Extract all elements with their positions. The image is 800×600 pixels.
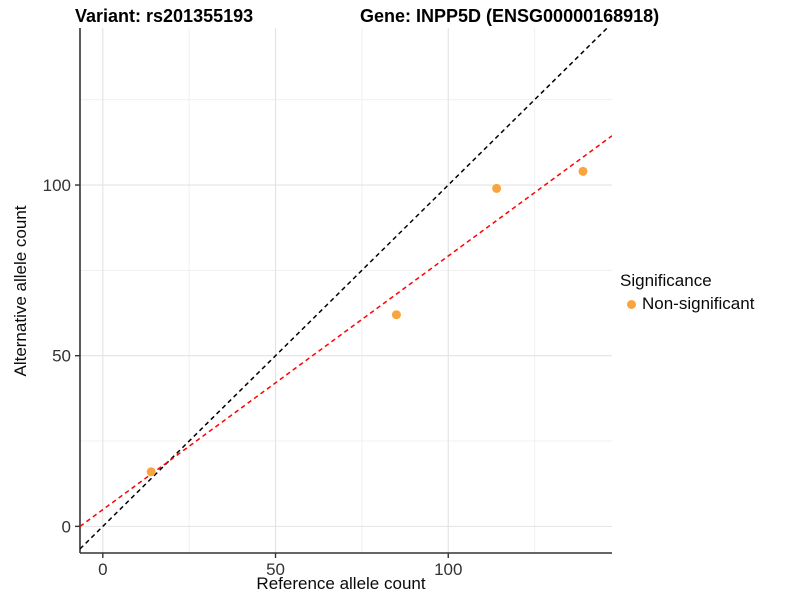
data-point: [146, 467, 156, 477]
x-tick-label: 0: [98, 560, 107, 579]
data-point: [492, 183, 502, 193]
x-axis-title: Reference allele count: [256, 574, 426, 593]
variant-title: Variant: rs201355193: [75, 6, 254, 26]
x-tick-label: 100: [434, 560, 462, 579]
identity-line: [80, 28, 609, 550]
legend-item: Non-significant: [620, 294, 754, 314]
gene-title: Gene: INPP5D (ENSG00000168918): [360, 6, 660, 26]
y-axis-title: Alternative allele count: [11, 205, 30, 377]
legend-title: Significance: [620, 271, 712, 290]
y-tick-label: 100: [43, 176, 71, 195]
data-point: [578, 166, 588, 176]
legend: Significance Non-significant: [620, 271, 754, 314]
legend-point-icon: [627, 299, 636, 309]
y-tick-label: 0: [62, 517, 71, 536]
data-point: [391, 310, 401, 320]
legend-item-label: Non-significant: [642, 294, 755, 313]
y-tick-label: 50: [52, 347, 71, 366]
x-tick-label: 50: [266, 560, 285, 579]
regression-line: [80, 135, 612, 527]
